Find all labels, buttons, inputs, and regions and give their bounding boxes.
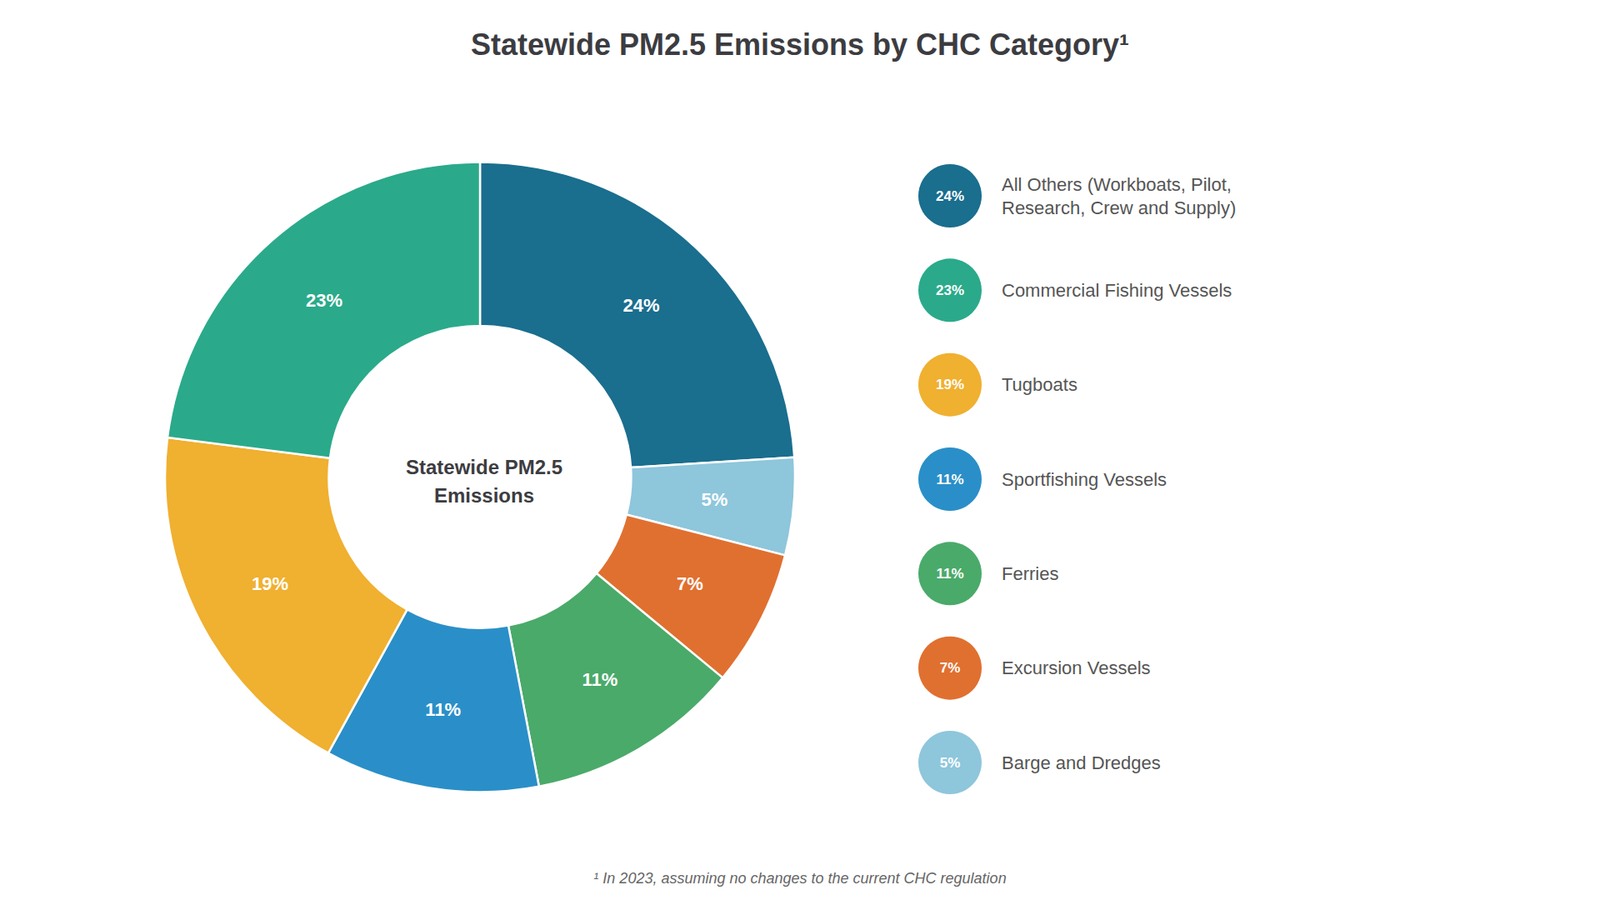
svg-text:23%: 23% [305, 290, 343, 311]
svg-text:Commercial Fishing Vessels: Commercial Fishing Vessels [1001, 280, 1232, 301]
svg-text:Research, Crew and Supply): Research, Crew and Supply) [1001, 197, 1236, 219]
svg-text:5%: 5% [701, 489, 729, 510]
svg-text:24%: 24% [935, 188, 965, 205]
svg-text:23%: 23% [935, 282, 965, 299]
svg-text:All Others (Workboats, Pilot,: All Others (Workboats, Pilot, [1001, 174, 1232, 195]
svg-text:Statewide PM2.5 Emissions by C: Statewide PM2.5 Emissions by CHC Categor… [470, 27, 1130, 62]
svg-text:24%: 24% [623, 295, 660, 316]
svg-text:19%: 19% [935, 376, 965, 393]
svg-text:7%: 7% [940, 660, 961, 676]
svg-text:Sportfishing Vessels: Sportfishing Vessels [1001, 469, 1167, 490]
svg-text:11%: 11% [935, 565, 964, 582]
svg-text:5%: 5% [940, 755, 961, 771]
svg-text:Emissions: Emissions [434, 484, 535, 507]
svg-text:¹ In 2023, assuming no changes: ¹ In 2023, assuming no changes to the cu… [593, 870, 1006, 887]
svg-text:19%: 19% [251, 573, 289, 595]
svg-text:Barge and Dredges: Barge and Dredges [1001, 752, 1161, 774]
svg-text:11%: 11% [425, 699, 461, 720]
svg-text:Statewide PM2.5: Statewide PM2.5 [405, 455, 563, 479]
svg-text:11%: 11% [582, 669, 619, 690]
svg-text:Excursion Vessels: Excursion Vessels [1001, 657, 1151, 679]
svg-text:7%: 7% [676, 573, 704, 595]
svg-text:Ferries: Ferries [1001, 563, 1059, 585]
svg-text:11%: 11% [935, 471, 964, 488]
svg-text:Tugboats: Tugboats [1001, 374, 1078, 395]
